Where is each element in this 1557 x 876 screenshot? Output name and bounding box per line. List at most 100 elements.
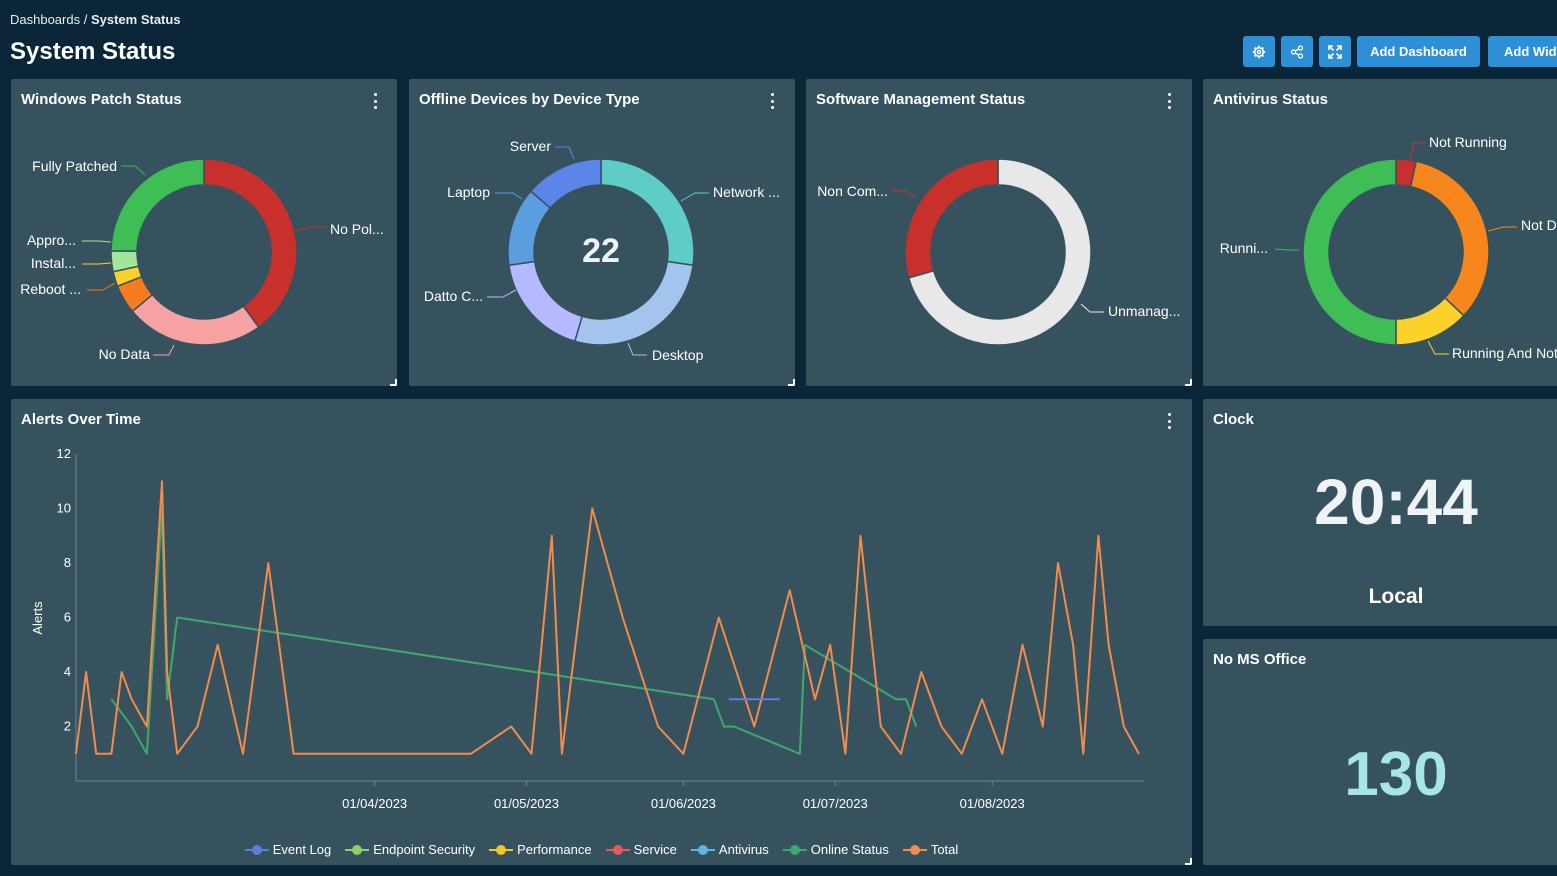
legend-swatch <box>489 844 514 855</box>
label-fully-patched: Fully Patched <box>32 158 117 174</box>
share-button[interactable] <box>1281 36 1313 67</box>
legend-item-performance[interactable]: Performance <box>489 842 592 857</box>
widget-clock: Clock 20:44 Local <box>1203 399 1557 626</box>
clock-time: 20:44 <box>1314 466 1478 538</box>
y-tick-label: 12 <box>57 446 71 461</box>
share-icon <box>1290 44 1304 59</box>
widget-menu-icon[interactable] <box>1164 413 1174 429</box>
widget-menu-icon[interactable] <box>1164 93 1174 109</box>
widget-title: Alerts Over Time <box>21 411 141 428</box>
alerts-line-chart: Alerts 2 4 6 8 10 12 01/04/2023 01/05/2023 01/0… <box>30 446 1144 811</box>
x-tick-label: 01/05/2023 <box>494 796 559 811</box>
label-reboot: Reboot ... <box>20 281 81 297</box>
widget-title: Offline Devices by Device Type <box>419 91 640 108</box>
legend-item-endpoint-security[interactable]: Endpoint Security <box>345 842 475 857</box>
donut-slice-not-d[interactable] <box>1409 160 1490 317</box>
x-tick-label: 01/08/2023 <box>960 796 1025 811</box>
x-tick-label: 01/06/2023 <box>651 796 716 811</box>
y-tick-label: 2 <box>64 719 71 734</box>
series-line-online-status[interactable] <box>110 507 918 755</box>
donut-slice-unmanag[interactable] <box>907 158 1092 346</box>
y-tick-label: 6 <box>64 610 71 625</box>
widget-software-management: Software Management Status Non Com... Un… <box>806 79 1192 386</box>
donut-slice-fully-patched[interactable] <box>110 158 205 252</box>
resize-handle[interactable] <box>1185 858 1192 865</box>
legend-item-antivirus[interactable]: Antivirus <box>690 842 769 857</box>
label-unmanaged: Unmanag... <box>1108 303 1180 319</box>
y-axis-label: Alerts <box>30 601 45 635</box>
y-tick-label: 4 <box>64 664 71 679</box>
legend-label: Event Log <box>272 842 332 857</box>
widget-title: Antivirus Status <box>1213 91 1329 108</box>
add-dashboard-button[interactable]: Add Dashboard <box>1357 36 1480 67</box>
breadcrumb-current: System Status <box>90 12 181 27</box>
antivirus-donut-chart: Not Running Not D Runni... Running And N… <box>1220 134 1557 361</box>
label-network: Network ... <box>713 184 780 200</box>
resize-handle[interactable] <box>1185 379 1192 386</box>
legend-label: Endpoint Security <box>373 842 476 857</box>
legend-item-service[interactable]: Service <box>605 842 677 857</box>
widget-antivirus-status: Antivirus Status Not Running Not D Runni… <box>1203 79 1557 386</box>
legend-swatch <box>902 844 927 855</box>
donut-slice-no-pol[interactable] <box>203 158 298 329</box>
widget-title: Clock <box>1213 411 1254 428</box>
label-laptop: Laptop <box>447 184 490 200</box>
breadcrumb-separator: / <box>80 12 91 27</box>
legend-label: Service <box>633 842 677 857</box>
legend-swatch <box>345 844 370 855</box>
legend-label: Antivirus <box>718 842 769 857</box>
label-no-policy: No Pol... <box>330 221 384 237</box>
donut-center-value: 22 <box>582 232 620 270</box>
widget-menu-icon[interactable] <box>767 93 777 109</box>
offline-donut-chart: Server Laptop Network ... Datto C... Des… <box>424 138 780 363</box>
label-approved: Appro... <box>27 232 76 248</box>
clock-timezone: Local <box>1368 585 1424 608</box>
y-tick-label: 8 <box>64 555 71 570</box>
legend-item-total[interactable]: Total <box>902 842 958 857</box>
widget-alerts-over-time: Alerts Over Time Alerts 2 4 6 8 10 12 01/04/2… <box>11 399 1192 865</box>
widget-offline-devices: Offline Devices by Device Type Server La… <box>409 79 795 386</box>
settings-button[interactable] <box>1243 36 1275 67</box>
y-tick-label: 10 <box>57 501 71 516</box>
legend-item-online-status[interactable]: Online Status <box>782 842 889 857</box>
donut-slice-no-data[interactable] <box>131 293 260 346</box>
widget-title: Windows Patch Status <box>21 91 182 108</box>
add-widget-button[interactable]: Add Widg <box>1488 36 1557 67</box>
legend-swatch <box>782 844 807 855</box>
gear-icon <box>1252 45 1266 58</box>
breadcrumb: Dashboards / System Status <box>10 12 181 27</box>
resize-handle[interactable] <box>788 379 795 386</box>
donut-slice-datto-c[interactable] <box>508 260 584 343</box>
label-running: Runni... <box>1220 240 1268 256</box>
widget-windows-patch-status: Windows Patch Status Fully Patched No Po… <box>11 79 397 386</box>
legend-label: Online Status <box>810 842 889 857</box>
fullscreen-button[interactable] <box>1319 36 1351 67</box>
series-line-total[interactable] <box>75 480 1140 755</box>
label-server: Server <box>510 138 552 154</box>
label-not-running: Not Running <box>1429 134 1507 150</box>
widget-title: No MS Office <box>1213 651 1307 668</box>
legend-swatch <box>244 844 269 855</box>
patch-donut-chart: Fully Patched No Pol... Appro... Instal.… <box>20 158 384 362</box>
donut-slice-runni[interactable] <box>1302 158 1397 346</box>
widget-menu-icon[interactable] <box>370 93 380 109</box>
expand-icon <box>1328 44 1342 59</box>
legend-item-event-log[interactable]: Event Log <box>244 842 332 857</box>
donut-slice-server[interactable] <box>529 158 602 210</box>
page-title: System Status <box>10 38 176 65</box>
resize-handle[interactable] <box>390 379 397 386</box>
donut-slice-non-com[interactable] <box>904 158 999 279</box>
breadcrumb-parent[interactable]: Dashboards <box>10 12 81 27</box>
widget-title: Software Management Status <box>816 91 1026 108</box>
donut-slice-desktop[interactable] <box>573 260 694 346</box>
legend-swatch <box>605 844 630 855</box>
label-running-and-not: Running And Not <box>1452 345 1557 361</box>
chart-legend: Event Log Endpoint Security Performance Ser… <box>11 842 1192 857</box>
label-not-d: Not D <box>1521 217 1557 233</box>
software-donut-chart: Non Com... Unmanag... <box>817 158 1180 346</box>
label-datto: Datto C... <box>424 288 483 304</box>
label-desktop: Desktop <box>652 347 704 363</box>
x-tick-label: 01/07/2023 <box>803 796 868 811</box>
label-non-compliant: Non Com... <box>817 183 888 199</box>
x-tick-label: 01/04/2023 <box>342 796 407 811</box>
